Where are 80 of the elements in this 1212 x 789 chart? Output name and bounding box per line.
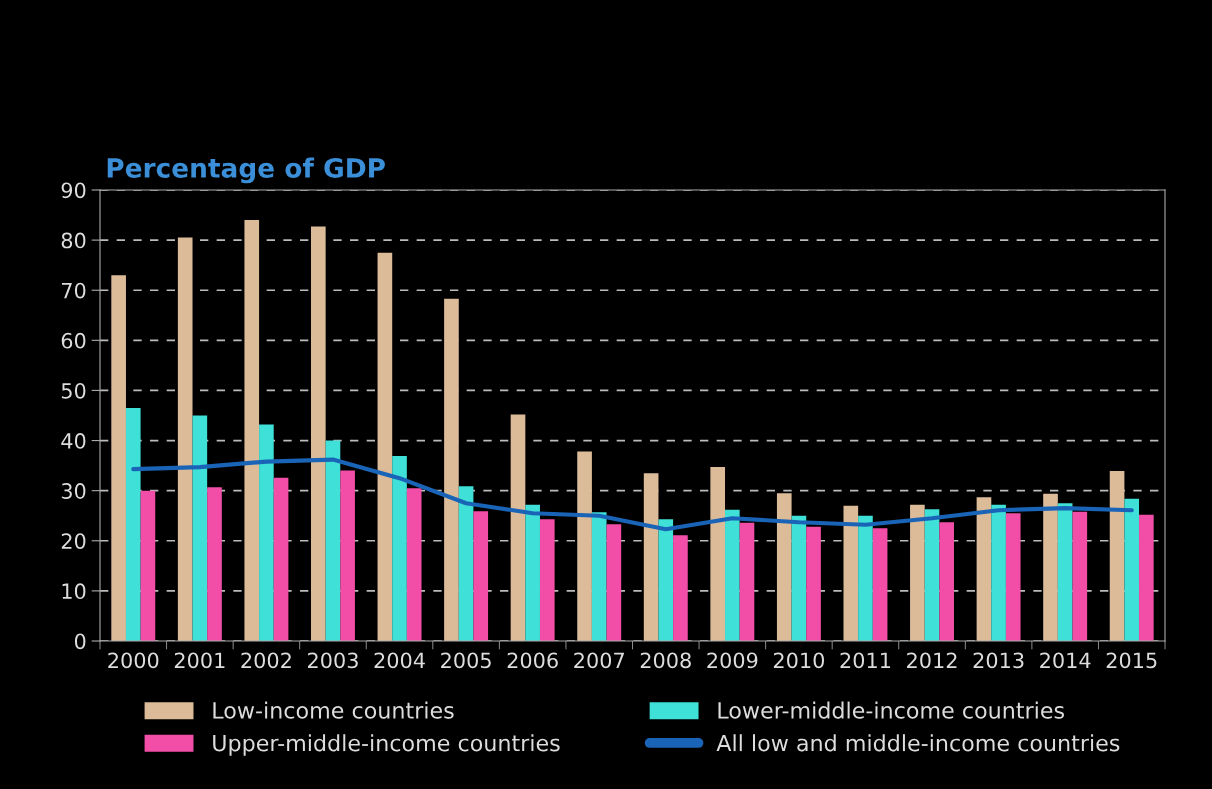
bar bbox=[739, 522, 755, 641]
bar bbox=[392, 456, 407, 641]
y-tick-label: 0 bbox=[74, 633, 86, 650]
bar bbox=[1139, 514, 1154, 641]
bar bbox=[776, 493, 792, 641]
bar bbox=[710, 467, 726, 641]
bar bbox=[843, 505, 859, 641]
y-tick-label: 90 bbox=[61, 182, 86, 199]
y-tick-label: 10 bbox=[62, 583, 86, 600]
bar bbox=[140, 490, 156, 641]
bar bbox=[207, 487, 222, 641]
bar bbox=[1005, 513, 1021, 641]
bar bbox=[377, 252, 393, 641]
bar bbox=[606, 524, 622, 641]
bar bbox=[473, 511, 489, 641]
bar bbox=[406, 488, 422, 641]
bar bbox=[1043, 493, 1058, 641]
y-tick-label: 40 bbox=[61, 433, 86, 449]
bar bbox=[340, 470, 355, 641]
x-tick-label: 2002 bbox=[241, 652, 291, 669]
x-tick-label: 2009 bbox=[707, 652, 758, 669]
bar bbox=[177, 237, 193, 641]
bar bbox=[673, 535, 688, 641]
x-tick-label: 2006 bbox=[507, 652, 558, 669]
bar bbox=[872, 528, 888, 641]
y-tick-label: 70 bbox=[62, 282, 86, 299]
x-tick-label: 2003 bbox=[307, 652, 358, 669]
bar bbox=[924, 509, 940, 641]
bar bbox=[244, 220, 260, 641]
bar bbox=[259, 424, 274, 641]
bar bbox=[725, 509, 740, 641]
bar bbox=[591, 512, 607, 641]
legend-label: Lower-middle-income countries bbox=[718, 701, 1065, 719]
x-tick-label: 2000 bbox=[108, 652, 159, 669]
bar bbox=[539, 519, 555, 641]
bar bbox=[791, 515, 807, 641]
bar bbox=[976, 497, 992, 641]
bar bbox=[1124, 498, 1140, 641]
x-tick-label: 2005 bbox=[441, 652, 491, 669]
line-series bbox=[131, 457, 1134, 532]
x-tick-label: 2004 bbox=[374, 652, 425, 669]
bar bbox=[1072, 511, 1088, 641]
bar bbox=[444, 298, 459, 641]
bar bbox=[311, 226, 326, 641]
legend-label: Low-income countries bbox=[213, 701, 454, 719]
bar bbox=[991, 504, 1006, 641]
bar bbox=[510, 414, 526, 641]
x-tick-label: 2010 bbox=[773, 652, 825, 669]
bar bbox=[577, 451, 592, 641]
bar bbox=[643, 473, 659, 641]
bar bbox=[325, 440, 341, 641]
x-tick-label: 2013 bbox=[973, 652, 1024, 669]
x-tick-label: 2011 bbox=[840, 652, 891, 669]
bar bbox=[525, 504, 540, 641]
bar bbox=[806, 526, 821, 641]
chart-title: Percentage of GDP bbox=[107, 157, 385, 184]
x-tick-label: 2014 bbox=[1040, 652, 1091, 669]
bar bbox=[658, 519, 674, 641]
bar bbox=[458, 486, 474, 641]
bar bbox=[273, 477, 289, 641]
y-tick-label: 60 bbox=[61, 332, 86, 349]
bar bbox=[910, 504, 925, 641]
x-tick-label: 2012 bbox=[907, 652, 957, 669]
bar bbox=[1109, 471, 1125, 641]
bar bbox=[192, 415, 208, 641]
legend-label: All low and middle-income countries bbox=[716, 734, 1120, 752]
bar bbox=[125, 407, 141, 641]
y-tick-label: 80 bbox=[61, 232, 86, 249]
legend-label: Upper-middle-income countries bbox=[213, 734, 560, 756]
y-tick-label: 20 bbox=[61, 533, 86, 549]
bar bbox=[1057, 503, 1073, 641]
bar bbox=[858, 515, 873, 641]
bar bbox=[111, 275, 126, 641]
y-tick-label: 50 bbox=[61, 382, 86, 399]
x-tick-label: 2008 bbox=[640, 652, 691, 669]
x-tick-label: 2015 bbox=[1106, 652, 1157, 669]
x-tick-label: 2007 bbox=[574, 652, 624, 669]
bar bbox=[939, 522, 954, 641]
x-tick-label: 2001 bbox=[174, 652, 225, 669]
y-tick-label: 30 bbox=[61, 483, 86, 499]
